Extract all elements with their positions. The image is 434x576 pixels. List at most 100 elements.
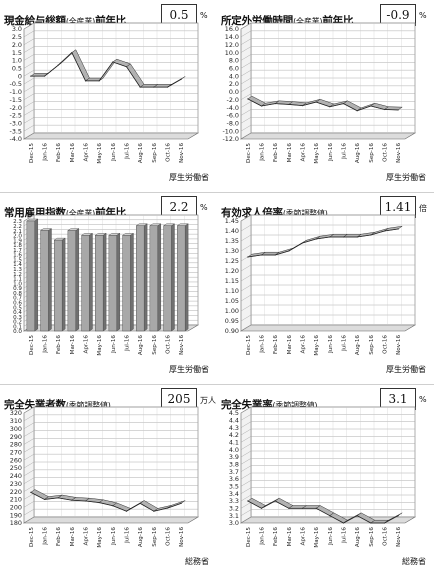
bar [53,237,66,332]
gridline-side [23,438,35,445]
data-point [356,236,358,238]
source-label: 厚生労働省 [386,173,426,182]
x-tick-label: Sep-16 [152,143,158,163]
y-tick-label: 16.0 [225,25,239,33]
source-label: 厚生労働省 [169,365,209,374]
y-tick-label: 2.2 [13,224,22,230]
gridline-side [240,224,252,232]
y-tick-label: 1.25 [225,257,239,265]
x-tick-label: Oct-16 [166,143,172,162]
line-edge [274,500,290,509]
y-tick-label: -2.0 [10,104,22,112]
line-edge [112,61,127,68]
x-tick-label: Dec-15 [246,527,252,547]
gridline-side [23,132,35,140]
gridline-side [240,465,252,472]
data-point [180,502,182,504]
x-tick-label: Aug-16 [138,335,144,355]
x-tick-label: Sep-16 [369,335,375,355]
gridline-side [240,494,252,502]
x-tick-label: Sep-16 [369,143,375,163]
x-tick-label: Apr-16 [301,527,307,546]
indicator-panel: 完全失業率(季節調整値) 3.1% 総務省 4.5 4.4 4.3 4.2 4.1 4.0 3.9… [217,384,434,576]
y-tick-label: 2.3 [13,219,22,225]
line-edge [167,502,182,509]
y-tick-label: 220 [10,488,22,496]
data-point [125,66,128,68]
gridline-side [240,294,252,302]
gridline-side [240,54,252,61]
y-tick-label: 0.90 [225,327,239,335]
x-tick-label: Jan-16 [43,143,49,162]
line-edge [247,98,262,107]
data-point [260,254,263,256]
y-tick-label: 290 [10,433,22,441]
data-point [125,510,128,512]
line-edge [384,515,399,524]
value-unit: % [200,11,208,20]
bar [162,223,176,332]
value-unit: % [419,395,427,404]
gridline-side [240,22,252,30]
x-tick-label: Nov-16 [179,143,185,163]
y-tick-label: 0.6 [13,301,22,307]
y-tick-label: -3.5 [10,127,22,135]
y-tick-label: 1.45 [225,217,239,225]
x-tick-label: Mar-16 [70,335,76,355]
y-tick-label: 3.5 [229,483,239,491]
value-unit: 万人 [200,396,216,405]
x-tick-label: Oct-16 [383,143,389,162]
gridline-side [240,69,252,77]
data-point [397,109,399,111]
line-edge [167,78,182,88]
data-point [57,64,59,66]
line-edge [44,497,59,500]
y-tick-label: 310 [10,417,22,425]
x-tick-label: Jul-16 [342,143,348,160]
y-tick-label: 4.3 [229,424,239,432]
bar [94,232,107,332]
y-tick-label: 250 [10,464,22,472]
x-tick-label: Jan-16 [260,527,266,546]
bar [26,218,39,332]
y-tick-label: 0.9 [13,286,22,292]
data-point [247,256,249,258]
data-point [288,507,290,509]
x-tick-label: Jun-16 [328,527,334,546]
data-point [301,507,304,509]
y-tick-label: 2.0 [229,80,239,88]
y-tick-label: 1.35 [225,237,239,245]
line-edge [126,503,141,512]
x-tick-label: Feb-16 [56,527,62,546]
bar [149,223,162,332]
chart-floor [22,516,200,524]
panel-title-paren: (季節調整値) [65,401,111,410]
data-point [180,78,182,80]
x-tick-label: Mar-16 [287,143,293,163]
indicator-chart: 16.014.012.010.08.06.04.02.00.0-2.0-4.0-… [222,22,417,164]
x-tick-label: May-16 [314,143,320,164]
data-point [370,105,372,107]
y-tick-label: 0.8 [13,291,22,297]
x-tick-label: Jan-16 [43,335,49,354]
y-tick-label: -8.0 [227,119,239,127]
data-point [260,507,263,509]
y-tick-label: -0.5 [10,80,22,88]
chart-side-wall [240,406,252,524]
line-edge [357,105,371,112]
data-point [71,499,73,501]
y-tick-label: 0.95 [225,317,239,325]
data-point [397,515,399,517]
line-edge [356,515,372,524]
gridline-side [23,501,35,508]
data-point [84,80,87,82]
data-point [356,110,358,112]
x-tick-label: Jan-16 [260,335,266,354]
line-edge [329,515,344,524]
y-tick-label: 320 [10,409,22,417]
x-tick-label: Nov-16 [396,335,402,355]
gridline-side [240,443,252,450]
y-tick-label: 3.0 [12,25,22,33]
bar [108,232,121,332]
